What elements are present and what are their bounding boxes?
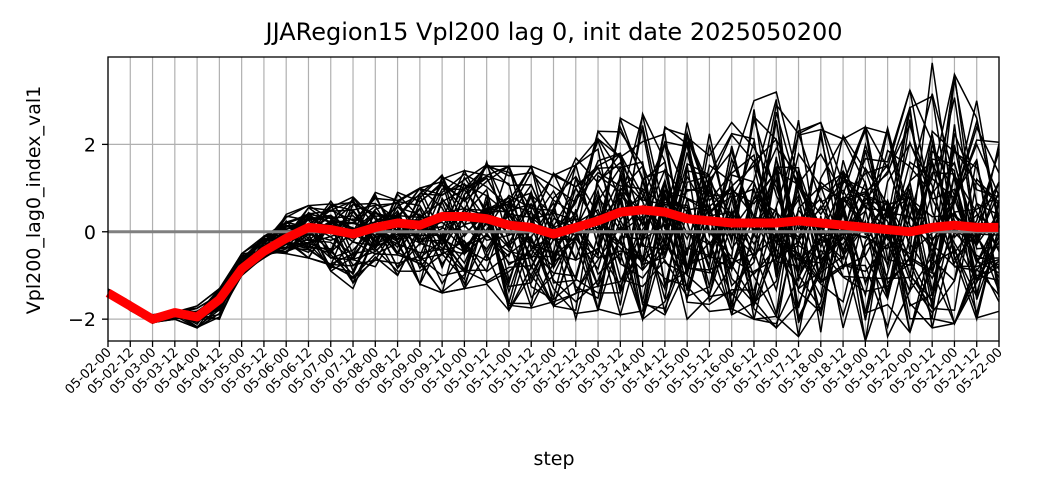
- mean-series: [105, 205, 999, 324]
- y-tick-label: 2: [84, 134, 96, 156]
- x-axis-label: step: [533, 448, 574, 470]
- x-axis-ticks: 05-02-0005-02-1205-03-0005-03-1205-04-00…: [62, 341, 1006, 398]
- ensemble-member-line: [107, 118, 1000, 319]
- y-axis-label: Vpl200_lag0_index_val1: [23, 86, 45, 314]
- y-axis-ticks: −2 0 2: [68, 134, 108, 331]
- mean-series-line: [105, 205, 999, 324]
- chart-title: JJARegion15 Vpl200 lag 0, init date 2025…: [263, 18, 842, 46]
- y-tick-label: 0: [84, 222, 96, 244]
- ensemble-member-line: [107, 127, 1000, 322]
- y-tick-label: −2: [68, 309, 96, 331]
- ensemble-member-line: [107, 173, 1000, 333]
- ensemble-member-line: [107, 151, 1000, 322]
